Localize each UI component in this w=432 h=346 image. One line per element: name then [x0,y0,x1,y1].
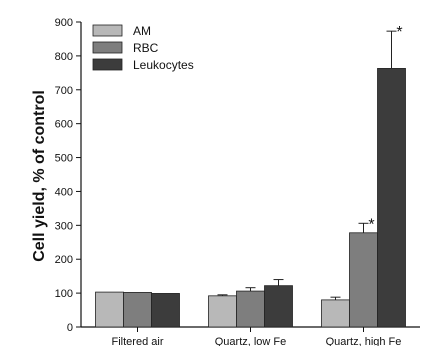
bar-rbc [349,232,378,328]
bar-rbc [236,290,265,328]
legend-label: AM [133,24,151,38]
legend: AM RBC Leukocytes [92,24,194,72]
y-tick-label: 500 [55,153,73,165]
significance-marker: * [368,216,374,233]
y-tick-label: 900 [55,17,73,29]
bar-rbc [123,292,152,328]
bar-leukocytes [151,293,180,328]
y-tick-label: 0 [67,322,73,334]
y-tick-label: 100 [55,288,73,300]
y-tick-label: 700 [55,85,73,97]
x-tick-label: Filtered air [112,336,164,346]
legend-label: RBC [133,41,159,55]
y-tick-label: 200 [55,254,73,266]
bar-leukocytes [377,68,406,328]
bar-am [321,299,350,328]
bar-leukocytes [264,285,293,328]
legend-swatch [92,24,123,37]
x-tick-label: Quartz, low Fe [215,336,287,346]
axes: 0 100 200 300 400 500 600 700 800 900 Filtered air… [55,17,420,346]
x-tick-label: Quartz, high Fe [326,336,402,346]
bar-am [208,295,237,328]
significance-marker: * [396,24,402,41]
y-tick-label: 600 [55,119,73,131]
bars: ** [95,24,406,328]
legend-label: Leukocytes [133,58,194,72]
bar-am [95,291,124,328]
y-tick-label: 400 [55,186,73,198]
legend-swatch [92,41,123,54]
y-tick-label: 300 [55,220,73,232]
y-tick-label: 800 [55,51,73,63]
legend-swatch [92,58,123,71]
y-axis-label: Cell yield, % of control [31,90,48,262]
